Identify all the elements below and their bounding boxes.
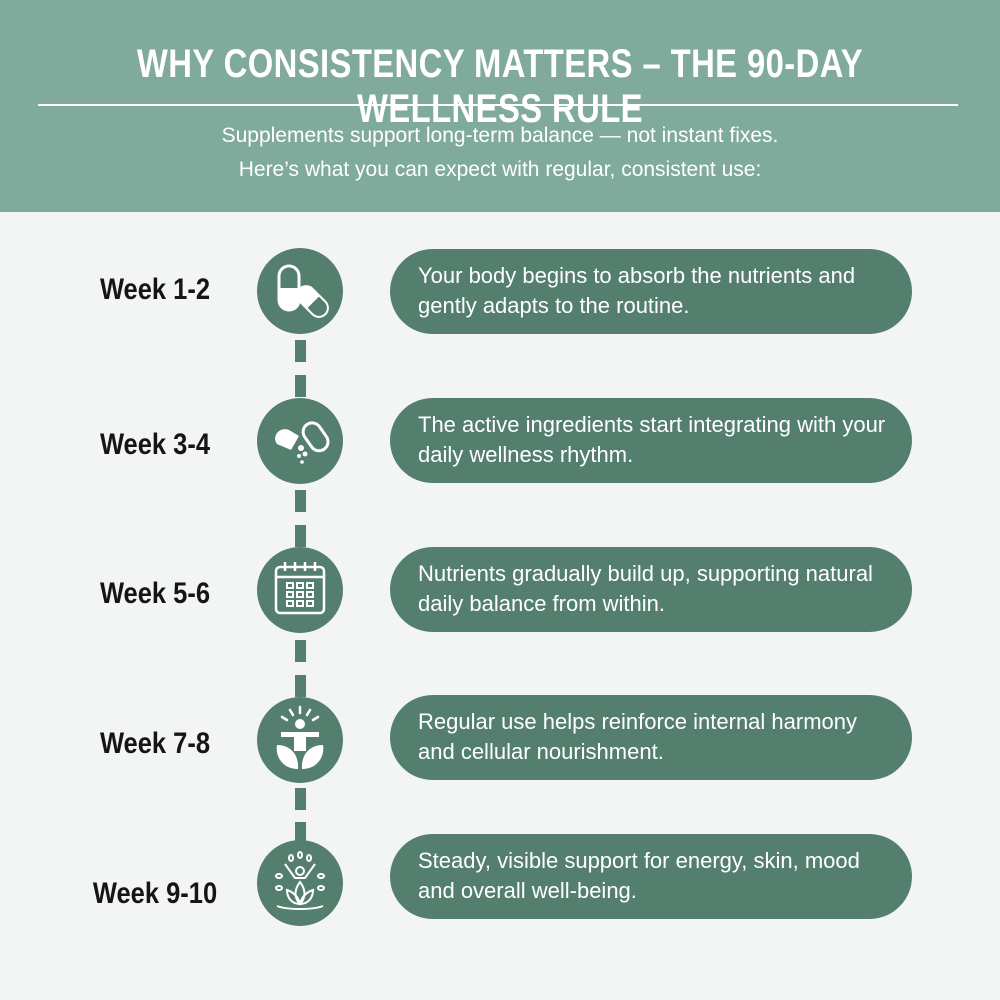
calendar-icon: [257, 547, 343, 633]
person-leaves-icon: [257, 697, 343, 783]
week-label: Week 1-2: [99, 273, 211, 306]
capsules-icon: [257, 248, 343, 334]
subtitle-line-2: Here’s what you can expect with regular,…: [238, 158, 762, 181]
description-pill: Your body begins to absorb the nutrients…: [390, 249, 912, 334]
week-label: Week 5-6: [99, 577, 211, 610]
description-pill: The active ingredients start integrating…: [390, 398, 912, 483]
lotus-person-icon: [257, 840, 343, 926]
description-pill: Regular use helps reinforce internal har…: [390, 695, 912, 780]
week-label: Week 9-10: [92, 877, 218, 910]
open-capsule-icon: [257, 398, 343, 484]
page-title: WHY CONSISTENCY MATTERS – THE 90-DAY WEL…: [136, 42, 864, 131]
subtitle-line-1: Supplements support long-term balance — …: [221, 124, 779, 147]
header-banner: WHY CONSISTENCY MATTERS – THE 90-DAY WEL…: [0, 0, 1000, 212]
description-pill: Nutrients gradually build up, supporting…: [390, 547, 912, 632]
week-label: Week 7-8: [99, 727, 211, 760]
divider: [38, 104, 958, 106]
week-label: Week 3-4: [99, 428, 211, 461]
description-pill: Steady, visible support for energy, skin…: [390, 834, 912, 919]
